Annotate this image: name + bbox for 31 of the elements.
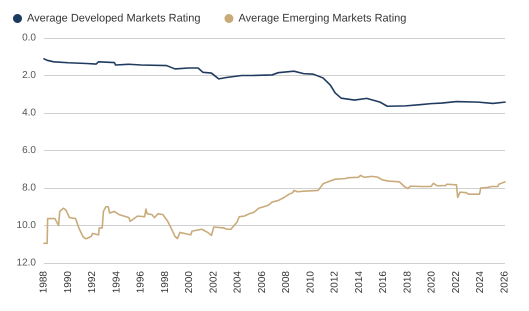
legend-label: Average Emerging Markets Rating [238, 12, 406, 24]
x-tick-label: 2002 [208, 270, 220, 294]
x-tick-label: 2016 [378, 270, 390, 294]
x-tick-label: 2018 [402, 270, 414, 294]
x-tick-label: 2008 [281, 270, 292, 294]
x-tick-label: 2020 [426, 270, 438, 294]
x-tick-label: 2024 [475, 270, 486, 294]
x-tick-label: 2004 [232, 270, 244, 294]
x-tick-label: 1990 [62, 270, 74, 294]
y-tick-label: 2.0 [22, 70, 36, 81]
y-tick-label: 4.0 [22, 108, 36, 118]
y-tick-label: 12.0 [16, 258, 36, 268]
line-series [43, 58, 506, 108]
x-tick-label: 2012 [330, 270, 341, 294]
x-tick-label: 2014 [354, 270, 365, 294]
x-tick-label: 1992 [87, 270, 98, 294]
x-tick-label: 2022 [450, 270, 462, 294]
y-tick-label: 0.0 [22, 32, 36, 44]
x-tick-label: 2010 [305, 270, 316, 294]
y-tick-label: 8.0 [22, 182, 36, 194]
y-tick-label: 10.0 [16, 220, 36, 231]
legend-label: Average Developed Markets Rating [27, 12, 200, 24]
x-tick-label: 1996 [136, 270, 147, 294]
x-tick-label: 2026 [500, 270, 510, 294]
x-tick-label: 1988 [38, 270, 50, 294]
x-tick-label: 1994 [111, 270, 122, 294]
x-tick-label: 2000 [184, 270, 196, 294]
y-tick-label: 6.0 [22, 145, 36, 156]
x-tick-label: 2006 [256, 270, 268, 294]
x-tick-label: 1998 [160, 270, 171, 294]
line-series [43, 174, 506, 244]
